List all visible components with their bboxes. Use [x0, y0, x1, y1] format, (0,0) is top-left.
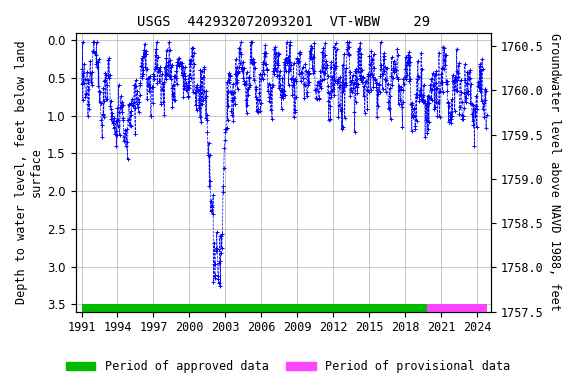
Title: USGS  442932072093201  VT-WBW    29: USGS 442932072093201 VT-WBW 29: [137, 15, 430, 29]
Bar: [427, 304, 487, 312]
Legend: Period of approved data, Period of provisional data: Period of approved data, Period of provi…: [61, 356, 515, 378]
Y-axis label: Groundwater level above NAVD 1988, feet: Groundwater level above NAVD 1988, feet: [548, 33, 561, 311]
Y-axis label: Depth to water level, feet below land
surface: Depth to water level, feet below land su…: [15, 41, 43, 304]
Bar: [82, 304, 427, 312]
